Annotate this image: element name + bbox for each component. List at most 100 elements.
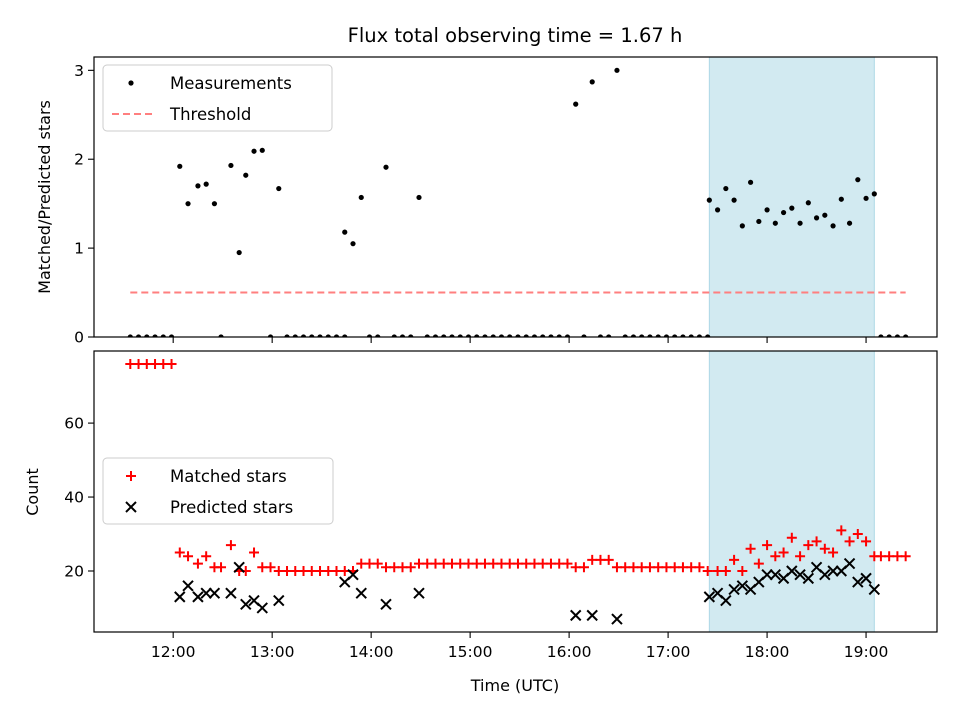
matched-stars-point — [786, 532, 797, 543]
measurement-point — [350, 241, 356, 247]
measurement-point — [830, 223, 836, 229]
x-tick-label: 13:00 — [250, 643, 295, 661]
legend-measurement-swatch — [128, 80, 134, 86]
measurement-point — [490, 334, 496, 337]
measurement-point — [474, 334, 480, 337]
predicted-stars-point — [769, 568, 782, 581]
measurement-point — [144, 334, 150, 337]
predicted-stars-point — [728, 583, 740, 596]
measurement-point — [540, 334, 546, 337]
measurement-point — [705, 334, 711, 337]
measurement-point — [846, 220, 853, 226]
measurement-point — [789, 205, 795, 211]
measurement-point — [680, 334, 686, 337]
matched-stars-point — [900, 551, 911, 562]
measurement-point — [706, 197, 712, 203]
measurement-point — [317, 334, 323, 337]
measurement-point — [822, 212, 828, 218]
y-tick-label: 20 — [64, 562, 84, 580]
measurement-point — [655, 334, 661, 337]
predicted-stars-point — [182, 580, 194, 592]
measurement-point — [597, 334, 604, 337]
measurement-point — [160, 334, 166, 337]
bottom-panel-y-axis-title: Count — [23, 468, 42, 516]
matched-stars-point — [828, 547, 839, 558]
y-tick-label: 2 — [74, 151, 84, 169]
legend-entry-label: Measurements — [170, 74, 292, 93]
plot-area: 0 1 2 3 Measurements Threshold 20 40 60 12:00 13:0… — [64, 56, 938, 661]
bottom-panel-legend: Matched stars Predicted stars — [102, 457, 334, 525]
legend-matched-swatch — [126, 471, 136, 481]
measurement-point — [325, 334, 331, 337]
measurement-point — [894, 334, 901, 337]
predicted-stars-point — [843, 557, 856, 570]
predicted-stars-point — [827, 565, 839, 577]
predicted-stars-point — [355, 587, 367, 599]
matched-stars-point — [852, 529, 863, 540]
legend-box — [102, 457, 334, 525]
predicted-stars-point — [703, 591, 716, 603]
matched-stars-point — [183, 551, 194, 562]
y-tick-label: 1 — [74, 240, 84, 258]
matched-stars-point — [562, 558, 573, 569]
measurement-point — [465, 334, 472, 337]
measurement-point — [152, 334, 158, 337]
top-panel-y-axis-title: Matched/Predicted stars — [35, 100, 54, 294]
matched-stars-point — [578, 562, 589, 573]
matched-stars-point — [249, 547, 260, 558]
measurement-point — [424, 334, 430, 337]
matched-stars-point — [372, 558, 383, 569]
matched-stars-point — [225, 540, 236, 551]
measurement-point — [696, 334, 703, 337]
measurement-point — [622, 334, 628, 337]
predicted-stars-point — [786, 565, 798, 577]
measurement-point — [267, 334, 274, 337]
matched-stars-point — [745, 543, 756, 554]
measurement-point — [614, 67, 620, 73]
legend-predicted-swatch — [125, 501, 137, 513]
matched-stars-point — [737, 565, 748, 576]
matched-stars-point — [201, 551, 212, 562]
measurement-point — [185, 201, 191, 207]
predicted-stars-point — [273, 594, 285, 607]
panel-series — [125, 358, 911, 625]
measurement-point — [127, 334, 133, 337]
measurement-point — [449, 334, 455, 337]
measurement-point — [228, 162, 234, 169]
matched-stars-point — [216, 562, 227, 573]
measurement-point — [531, 334, 538, 337]
measurement-point — [168, 334, 175, 337]
predicted-stars-point — [200, 587, 212, 599]
matched-stars-point — [192, 558, 203, 569]
predicted-stars-point — [852, 576, 864, 588]
matched-stars-point — [836, 525, 847, 536]
measurement-point — [309, 334, 315, 337]
measurement-point — [838, 196, 844, 202]
matched-stars-point — [778, 547, 789, 558]
measurement-point — [284, 334, 290, 337]
measurement-point — [556, 334, 562, 337]
measurement-point — [457, 334, 463, 337]
measurement-point — [391, 334, 397, 337]
measurement-point — [714, 207, 721, 213]
predicted-stars-point — [819, 568, 831, 581]
predicted-stars-point — [868, 583, 881, 596]
matched-stars-point — [702, 565, 713, 576]
measurement-point — [498, 334, 505, 337]
panel-frame — [93, 350, 938, 633]
measurement-point — [251, 148, 257, 154]
predicted-stars-point — [720, 594, 732, 607]
measurement-point — [203, 181, 209, 187]
measurement-point — [259, 147, 265, 153]
bottom-panel: 20 40 60 12:00 13:00 14:00 15:00 16:00 17:00 18:0… — [64, 350, 938, 661]
predicted-stars-point — [256, 602, 268, 614]
measurement-point — [863, 195, 869, 201]
top-panel: 0 1 2 3 Measurements Threshold — [74, 56, 938, 347]
y-tick-label: 40 — [64, 489, 84, 507]
matched-stars-point — [265, 562, 276, 573]
y-tick-label: 60 — [64, 415, 84, 433]
measurement-point — [672, 334, 678, 337]
measurement-point — [747, 179, 754, 185]
measurement-point — [871, 191, 877, 197]
